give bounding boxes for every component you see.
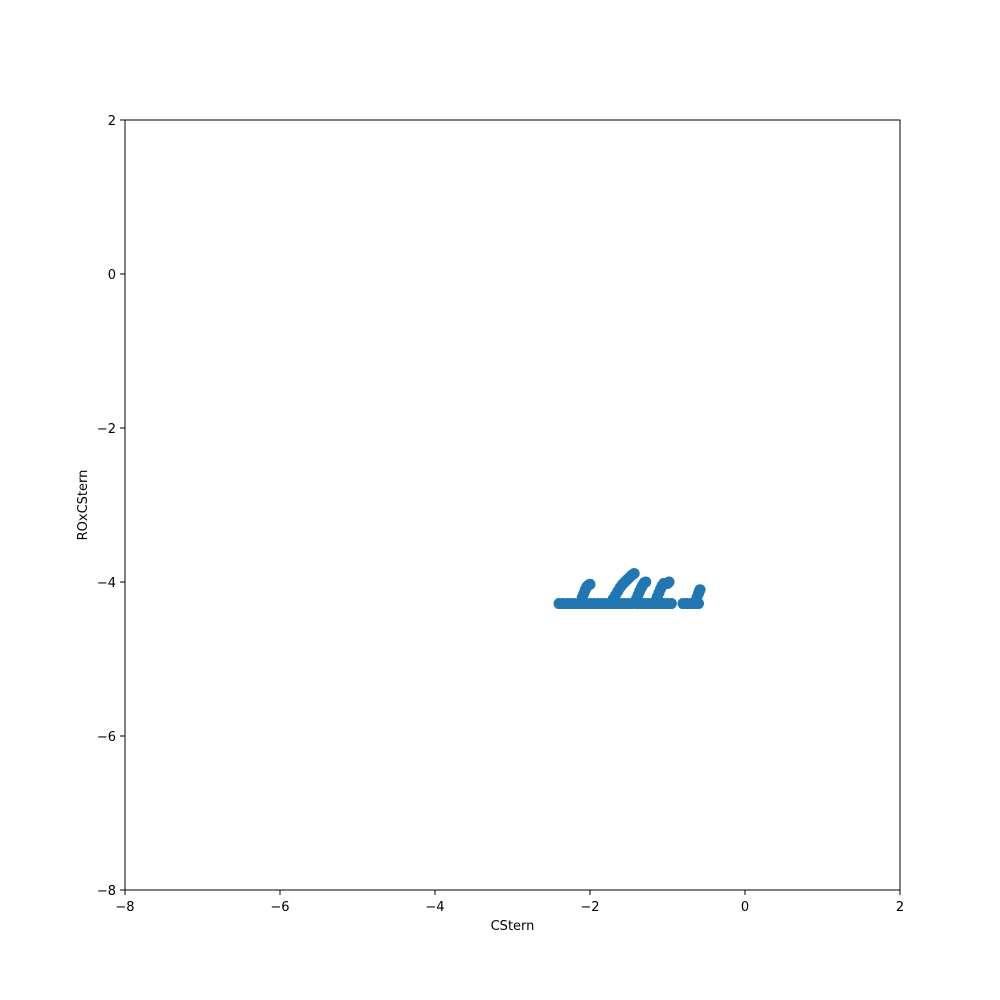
y-tick-label: −6: [97, 730, 116, 745]
y-tick-label: 2: [108, 114, 116, 129]
scatter-point: [628, 568, 640, 580]
x-tick-label: −8: [115, 900, 134, 915]
y-tick-label: 0: [108, 268, 116, 283]
scatter-point: [663, 576, 675, 588]
y-tick-label: −8: [97, 884, 116, 899]
scatter-point: [584, 578, 596, 590]
x-tick-label: −4: [425, 900, 444, 915]
plot-area: [125, 120, 900, 890]
scatter-point: [640, 576, 652, 588]
y-tick-label: −4: [97, 576, 116, 591]
axes-frame: [124, 119, 901, 891]
y-axis-label: ROxCStern: [76, 470, 91, 541]
x-axis-ticks: −8 −6 −4 −2 0 2: [115, 890, 904, 915]
scatter-point: [665, 598, 677, 610]
x-tick-label: −6: [270, 900, 289, 915]
x-tick-label: −2: [580, 900, 599, 915]
scatter-points: [553, 568, 706, 610]
scatter-point: [694, 584, 706, 596]
y-axis-ticks: −8 −6 −4 −2 0 2: [97, 114, 125, 899]
x-tick-label: 0: [741, 900, 749, 915]
x-tick-label: 2: [896, 900, 904, 915]
x-axis-label: CStern: [491, 919, 535, 934]
y-tick-label: −2: [97, 422, 116, 437]
